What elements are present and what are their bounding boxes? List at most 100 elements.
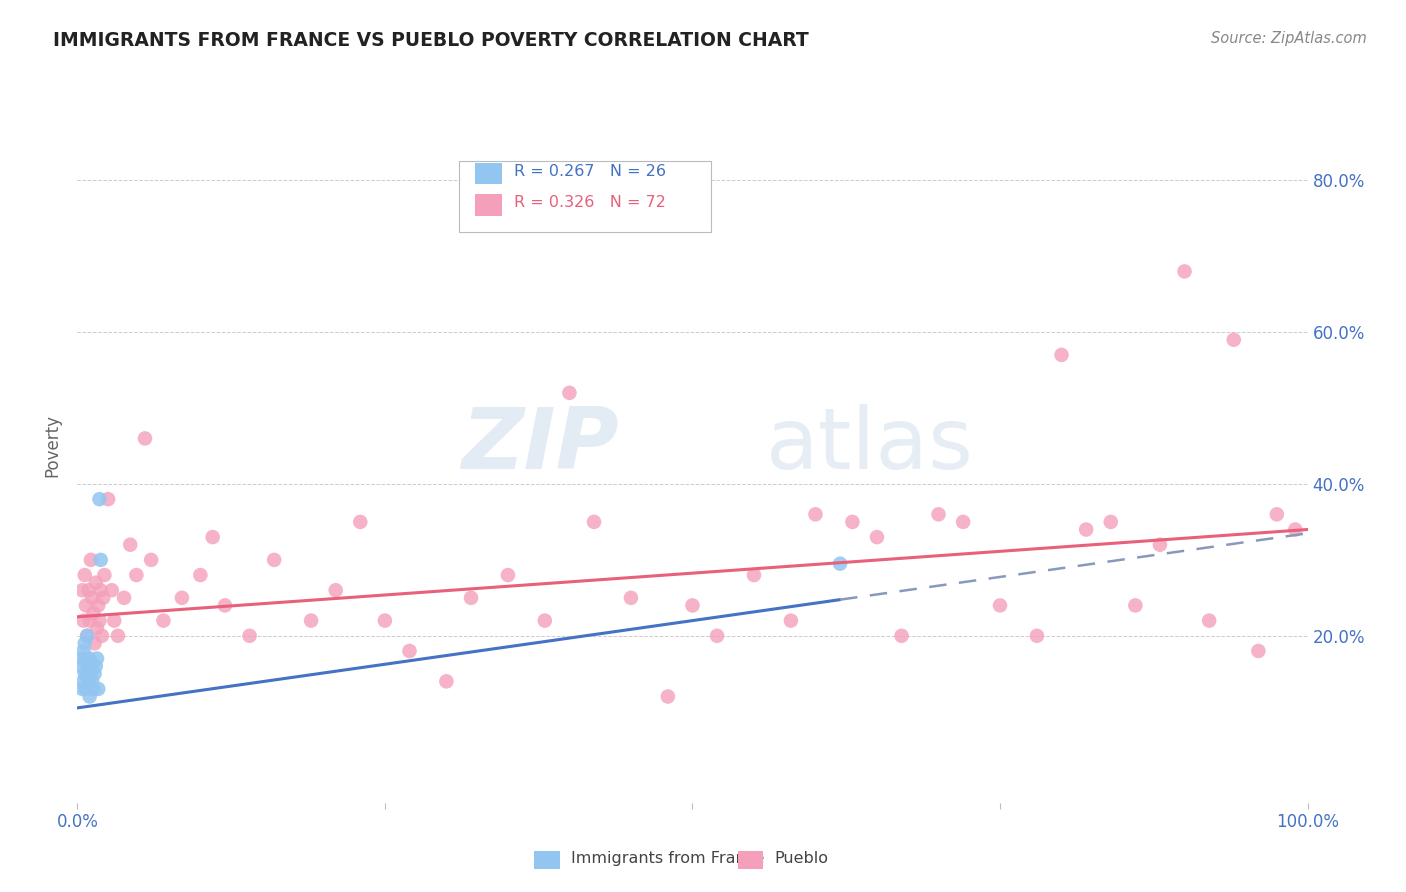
Point bbox=[70, 659, 93, 673]
Point bbox=[73, 568, 96, 582]
Point bbox=[780, 614, 803, 628]
Point bbox=[299, 614, 322, 628]
Point bbox=[70, 681, 93, 696]
Point bbox=[75, 651, 97, 665]
Point bbox=[83, 636, 105, 650]
Point bbox=[152, 614, 174, 628]
Point bbox=[77, 674, 100, 689]
Point bbox=[558, 385, 581, 400]
Point bbox=[1265, 508, 1288, 522]
Text: R = 0.326   N = 72: R = 0.326 N = 72 bbox=[515, 195, 666, 211]
Point bbox=[80, 553, 103, 567]
Point bbox=[239, 629, 262, 643]
Point bbox=[706, 629, 728, 643]
Point bbox=[93, 568, 115, 582]
Point bbox=[91, 591, 114, 605]
Text: Source: ZipAtlas.com: Source: ZipAtlas.com bbox=[1211, 31, 1367, 46]
Bar bbox=[475, 162, 502, 184]
Point bbox=[107, 629, 129, 643]
Point bbox=[988, 599, 1011, 613]
Point bbox=[349, 515, 371, 529]
Point bbox=[374, 614, 396, 628]
Point bbox=[112, 591, 135, 605]
Point bbox=[866, 530, 889, 544]
Point bbox=[82, 659, 104, 673]
Point bbox=[496, 568, 519, 582]
Point bbox=[87, 681, 110, 696]
Point bbox=[76, 666, 98, 681]
Point bbox=[101, 583, 124, 598]
Point bbox=[201, 530, 224, 544]
Point bbox=[325, 583, 347, 598]
Point bbox=[79, 651, 101, 665]
Point bbox=[90, 629, 114, 643]
Point bbox=[76, 629, 98, 643]
Point bbox=[80, 666, 103, 681]
Point bbox=[75, 599, 97, 613]
Point bbox=[86, 621, 108, 635]
Point bbox=[1076, 523, 1098, 537]
Point bbox=[1149, 538, 1171, 552]
Point bbox=[657, 690, 679, 704]
Y-axis label: Poverty: Poverty bbox=[44, 415, 62, 477]
Point bbox=[436, 674, 458, 689]
Text: atlas: atlas bbox=[766, 404, 974, 488]
Point bbox=[90, 553, 112, 567]
Point bbox=[73, 666, 96, 681]
Point bbox=[103, 614, 125, 628]
Point bbox=[263, 553, 285, 567]
Point bbox=[1026, 629, 1049, 643]
Point bbox=[82, 681, 104, 696]
Point bbox=[76, 629, 98, 643]
Point bbox=[534, 614, 557, 628]
Point bbox=[77, 659, 100, 673]
Point bbox=[134, 431, 156, 445]
Point bbox=[83, 666, 105, 681]
Point bbox=[841, 515, 863, 529]
FancyBboxPatch shape bbox=[458, 161, 711, 232]
Point bbox=[86, 651, 108, 665]
Point bbox=[1050, 348, 1073, 362]
Point bbox=[1125, 599, 1147, 613]
Text: ZIP: ZIP bbox=[461, 404, 619, 488]
Point bbox=[214, 599, 236, 613]
Point bbox=[804, 508, 827, 522]
Point bbox=[1099, 515, 1122, 529]
Point bbox=[70, 651, 93, 665]
Point bbox=[87, 599, 110, 613]
Point bbox=[1247, 644, 1270, 658]
Point bbox=[742, 568, 765, 582]
Point bbox=[82, 591, 104, 605]
Point bbox=[620, 591, 643, 605]
Point bbox=[72, 674, 94, 689]
Point bbox=[398, 644, 420, 658]
Point bbox=[75, 681, 97, 696]
Point bbox=[72, 644, 94, 658]
Point bbox=[188, 568, 212, 582]
Point bbox=[79, 614, 101, 628]
Point bbox=[952, 515, 974, 529]
Point bbox=[82, 606, 104, 620]
Point bbox=[1223, 333, 1246, 347]
Point bbox=[460, 591, 482, 605]
Point bbox=[82, 674, 104, 689]
Text: Immigrants from France: Immigrants from France bbox=[571, 852, 765, 866]
Text: R = 0.267   N = 26: R = 0.267 N = 26 bbox=[515, 164, 666, 178]
Bar bbox=[475, 194, 502, 216]
Point bbox=[1198, 614, 1220, 628]
Point bbox=[84, 659, 107, 673]
Point bbox=[120, 538, 142, 552]
Point bbox=[125, 568, 148, 582]
Point bbox=[682, 599, 704, 613]
Point bbox=[90, 583, 112, 598]
Point bbox=[77, 583, 100, 598]
Point bbox=[97, 492, 120, 507]
Point bbox=[1284, 523, 1306, 537]
Point bbox=[928, 508, 950, 522]
Point bbox=[830, 557, 852, 571]
Point bbox=[72, 614, 94, 628]
Point bbox=[583, 515, 606, 529]
Point bbox=[79, 690, 101, 704]
Point bbox=[170, 591, 193, 605]
Text: Pueblo: Pueblo bbox=[775, 852, 828, 866]
